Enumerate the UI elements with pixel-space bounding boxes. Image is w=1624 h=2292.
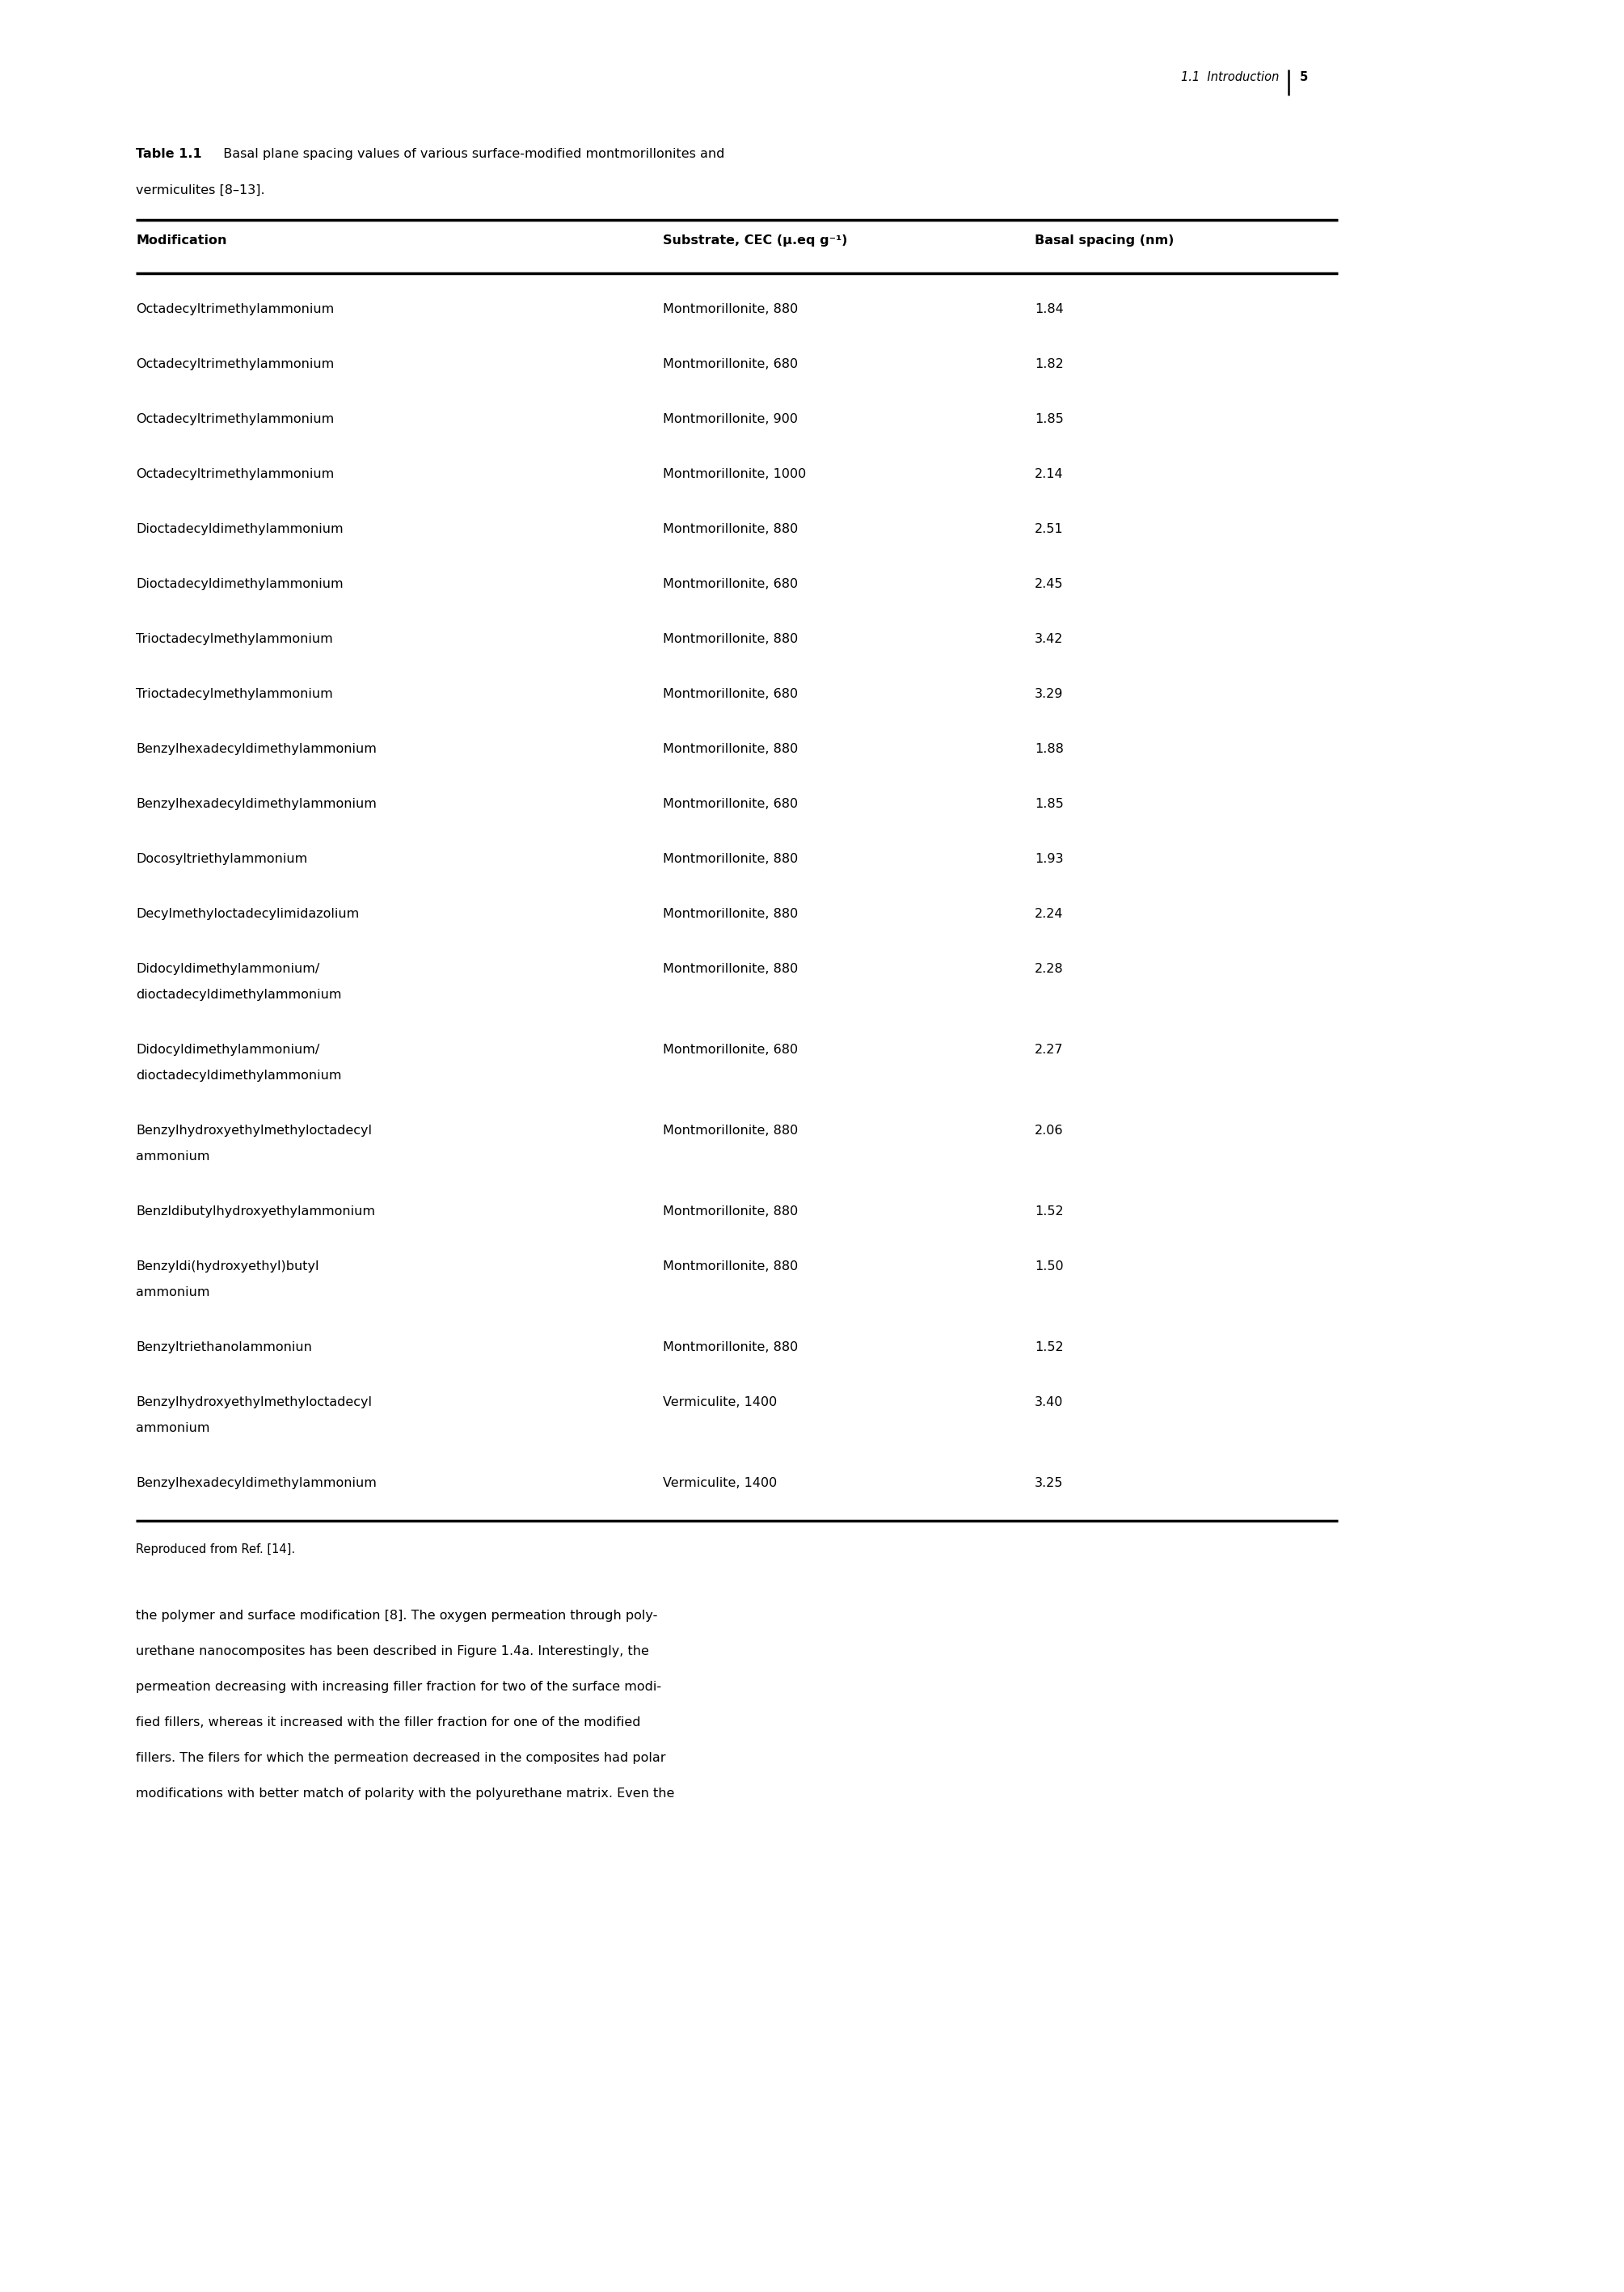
Text: 2.14: 2.14 [1034, 468, 1064, 481]
Text: 1.85: 1.85 [1034, 413, 1064, 426]
Text: 1.82: 1.82 [1034, 358, 1064, 371]
Text: Montmorillonite, 680: Montmorillonite, 680 [663, 798, 797, 809]
Text: 2.45: 2.45 [1034, 578, 1064, 589]
Text: Montmorillonite, 880: Montmorillonite, 880 [663, 963, 797, 974]
Text: Modification: Modification [136, 234, 227, 248]
Text: Benzylhydroxyethylmethyloctadecyl: Benzylhydroxyethylmethyloctadecyl [136, 1396, 372, 1407]
Text: 3.40: 3.40 [1034, 1396, 1064, 1407]
Text: Basal plane spacing values of various surface-modified montmorillonites and: Basal plane spacing values of various su… [214, 149, 724, 160]
Text: Didocyldimethylammonium/: Didocyldimethylammonium/ [136, 1043, 320, 1057]
Text: the polymer and surface modification [8]. The oxygen permeation through poly-: the polymer and surface modification [8]… [136, 1609, 658, 1623]
Text: Table 1.1: Table 1.1 [136, 149, 201, 160]
Text: 5: 5 [1299, 71, 1309, 83]
Text: Dioctadecyldimethylammonium: Dioctadecyldimethylammonium [136, 578, 343, 589]
Text: dioctadecyldimethylammonium: dioctadecyldimethylammonium [136, 988, 341, 1002]
Text: Vermiculite, 1400: Vermiculite, 1400 [663, 1476, 776, 1490]
Text: Dioctadecyldimethylammonium: Dioctadecyldimethylammonium [136, 523, 343, 536]
Text: 2.06: 2.06 [1034, 1125, 1064, 1137]
Text: 3.29: 3.29 [1034, 688, 1064, 699]
Text: Montmorillonite, 880: Montmorillonite, 880 [663, 853, 797, 864]
Text: 1.88: 1.88 [1034, 743, 1064, 754]
Text: Decylmethyloctadecylimidazolium: Decylmethyloctadecylimidazolium [136, 908, 359, 919]
Text: Benzylhexadecyldimethylammonium: Benzylhexadecyldimethylammonium [136, 1476, 377, 1490]
Text: Montmorillonite, 880: Montmorillonite, 880 [663, 908, 797, 919]
Text: Octadecyltrimethylammonium: Octadecyltrimethylammonium [136, 303, 335, 316]
Text: 3.42: 3.42 [1034, 633, 1064, 644]
Text: Montmorillonite, 880: Montmorillonite, 880 [663, 523, 797, 536]
Text: 1.85: 1.85 [1034, 798, 1064, 809]
Text: Benzylhexadecyldimethylammonium: Benzylhexadecyldimethylammonium [136, 798, 377, 809]
Text: modifications with better match of polarity with the polyurethane matrix. Even t: modifications with better match of polar… [136, 1788, 674, 1799]
Text: urethane nanocomposites has been described in Figure 1.4a. Interestingly, the: urethane nanocomposites has been describ… [136, 1646, 650, 1657]
Text: 1.52: 1.52 [1034, 1206, 1064, 1217]
Text: Montmorillonite, 900: Montmorillonite, 900 [663, 413, 797, 426]
Text: Didocyldimethylammonium/: Didocyldimethylammonium/ [136, 963, 320, 974]
Text: 2.51: 2.51 [1034, 523, 1064, 536]
Text: Docosyltriethylammonium: Docosyltriethylammonium [136, 853, 307, 864]
Text: fillers. The filers for which the permeation decreased in the composites had pol: fillers. The filers for which the permea… [136, 1751, 666, 1765]
Text: Octadecyltrimethylammonium: Octadecyltrimethylammonium [136, 358, 335, 371]
Text: Vermiculite, 1400: Vermiculite, 1400 [663, 1396, 776, 1407]
Text: Basal spacing (nm): Basal spacing (nm) [1034, 234, 1174, 248]
Text: Substrate, CEC (μ.eq g⁻¹): Substrate, CEC (μ.eq g⁻¹) [663, 234, 848, 248]
Text: Octadecyltrimethylammonium: Octadecyltrimethylammonium [136, 413, 335, 426]
Text: Montmorillonite, 880: Montmorillonite, 880 [663, 743, 797, 754]
Text: Montmorillonite, 880: Montmorillonite, 880 [663, 1341, 797, 1352]
Text: Montmorillonite, 680: Montmorillonite, 680 [663, 688, 797, 699]
Text: Benzyltriethanolammoniun: Benzyltriethanolammoniun [136, 1341, 312, 1352]
Text: 3.25: 3.25 [1034, 1476, 1064, 1490]
Text: Benzyldi(hydroxyethyl)butyl: Benzyldi(hydroxyethyl)butyl [136, 1261, 318, 1272]
Text: Trioctadecylmethylammonium: Trioctadecylmethylammonium [136, 633, 333, 644]
Text: Reproduced from Ref. [14].: Reproduced from Ref. [14]. [136, 1543, 296, 1556]
Text: Montmorillonite, 680: Montmorillonite, 680 [663, 578, 797, 589]
Text: 1.93: 1.93 [1034, 853, 1064, 864]
Text: 1.1  Introduction: 1.1 Introduction [1181, 71, 1278, 83]
Text: 1.52: 1.52 [1034, 1341, 1064, 1352]
Text: 2.28: 2.28 [1034, 963, 1064, 974]
Text: 1.84: 1.84 [1034, 303, 1064, 316]
Text: ammonium: ammonium [136, 1286, 209, 1297]
Text: Trioctadecylmethylammonium: Trioctadecylmethylammonium [136, 688, 333, 699]
Text: Benzylhydroxyethylmethyloctadecyl: Benzylhydroxyethylmethyloctadecyl [136, 1125, 372, 1137]
Text: 2.24: 2.24 [1034, 908, 1064, 919]
Text: ammonium: ammonium [136, 1421, 209, 1435]
Text: Montmorillonite, 880: Montmorillonite, 880 [663, 1206, 797, 1217]
Text: Montmorillonite, 680: Montmorillonite, 680 [663, 1043, 797, 1057]
Text: vermiculites [8–13].: vermiculites [8–13]. [136, 183, 265, 197]
Text: Octadecyltrimethylammonium: Octadecyltrimethylammonium [136, 468, 335, 481]
Text: 1.50: 1.50 [1034, 1261, 1064, 1272]
Text: Montmorillonite, 680: Montmorillonite, 680 [663, 358, 797, 371]
Text: Montmorillonite, 880: Montmorillonite, 880 [663, 633, 797, 644]
Text: Montmorillonite, 1000: Montmorillonite, 1000 [663, 468, 806, 481]
Text: ammonium: ammonium [136, 1151, 209, 1162]
Text: Montmorillonite, 880: Montmorillonite, 880 [663, 1261, 797, 1272]
Text: dioctadecyldimethylammonium: dioctadecyldimethylammonium [136, 1070, 341, 1082]
Text: fied fillers, whereas it increased with the filler fraction for one of the modif: fied fillers, whereas it increased with … [136, 1717, 640, 1728]
Text: Montmorillonite, 880: Montmorillonite, 880 [663, 1125, 797, 1137]
Text: 2.27: 2.27 [1034, 1043, 1064, 1057]
Text: permeation decreasing with increasing filler fraction for two of the surface mod: permeation decreasing with increasing fi… [136, 1680, 661, 1694]
Text: Benzldibutylhydroxyethylammonium: Benzldibutylhydroxyethylammonium [136, 1206, 375, 1217]
Text: Benzylhexadecyldimethylammonium: Benzylhexadecyldimethylammonium [136, 743, 377, 754]
Text: Montmorillonite, 880: Montmorillonite, 880 [663, 303, 797, 316]
